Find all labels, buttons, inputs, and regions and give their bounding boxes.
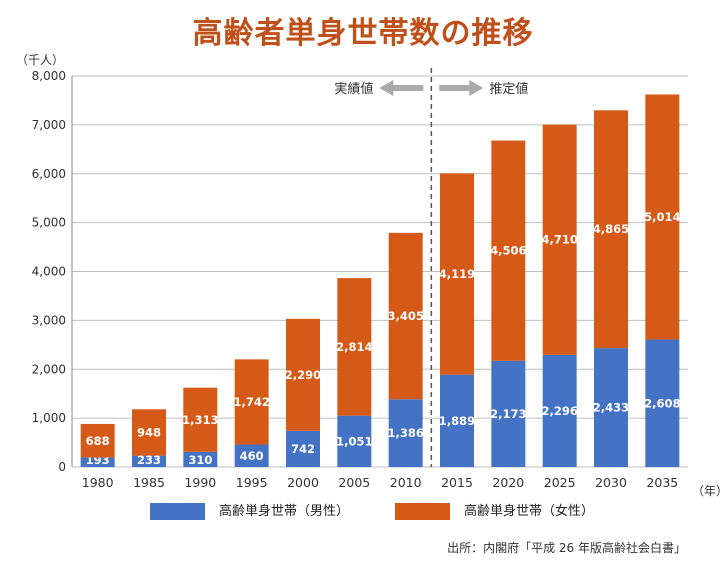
x-tick-label: 1990 (184, 475, 216, 490)
y-tick-label: 0 (58, 460, 66, 474)
data-label-female: 1,742 (233, 395, 269, 409)
data-label-female: 2,290 (285, 368, 321, 382)
y-tick-label: 6,000 (32, 167, 66, 181)
x-tick-label: 2035 (646, 475, 678, 490)
bar-male (183, 451, 218, 467)
y-tick-label: 5,000 (32, 216, 66, 230)
x-tick-label: 1985 (133, 475, 165, 490)
data-label-female: 688 (86, 434, 110, 448)
data-label-male: 310 (188, 453, 212, 467)
x-tick-label: 2020 (492, 475, 524, 490)
bar-male (440, 374, 474, 467)
data-label-female: 2,814 (336, 340, 372, 354)
data-label-female: 5,014 (644, 210, 680, 224)
source-note: 出所：内閣府「平成 26 年版高齢社会白書」 (447, 541, 686, 555)
bar-male (388, 399, 423, 467)
data-label-male: 2,433 (593, 401, 629, 415)
bar-female (337, 278, 372, 416)
arrow-right (439, 80, 484, 96)
y-tick-label: 4,000 (32, 265, 66, 279)
y-tick-label: 3,000 (32, 313, 66, 327)
bar-male (645, 339, 680, 467)
bar-male (542, 354, 577, 467)
bar-female (645, 94, 680, 340)
data-label-female: 1,313 (182, 413, 218, 427)
bar-male (80, 457, 115, 467)
bar-female (80, 423, 115, 458)
data-label-female: 4,865 (593, 222, 629, 236)
x-tick-label: 2025 (544, 475, 576, 490)
x-tick-label: 2015 (441, 475, 473, 490)
data-label-male: 742 (291, 442, 315, 456)
x-tick-label: 1995 (236, 475, 268, 490)
data-label-female: 4,506 (490, 244, 526, 258)
x-tick-label: 2030 (595, 475, 627, 490)
data-label-female: 4,710 (541, 233, 577, 247)
bar-female (491, 140, 526, 361)
legend-label-female: 高齢単身世帯（女性） (464, 504, 595, 519)
data-label-male: 2,173 (490, 407, 526, 421)
data-label-female: 4,119 (439, 267, 475, 281)
bar-female (440, 173, 474, 375)
y-tick-label: 7,000 (32, 118, 66, 132)
bar-female (183, 387, 218, 452)
y-tick-label: 2,000 (32, 362, 66, 376)
bar-female (388, 232, 423, 400)
bar-male (491, 360, 526, 467)
bar-female (594, 110, 628, 349)
annotation-actual: 実績値 (334, 81, 373, 97)
legend-item-male: 高齢単身世帯（男性） (150, 500, 349, 520)
x-tick-label: 1980 (82, 475, 114, 490)
data-label-male: 2,608 (644, 396, 680, 410)
legend-item-female: 高齢単身世帯（女性） (395, 500, 594, 520)
data-label-male: 1,889 (439, 414, 475, 428)
y-unit-label: （千人） (16, 53, 64, 67)
data-label-male: 2,296 (541, 404, 577, 418)
legend-swatch-male (150, 503, 205, 520)
chart-title: 高齢者単身世帯数の推移 (192, 16, 534, 51)
legend-label-male: 高齢単身世帯（男性） (219, 504, 350, 519)
arrow-left (379, 80, 424, 96)
bar-female (234, 359, 269, 445)
data-label-male: 233 (137, 453, 161, 467)
bar-male (132, 455, 166, 467)
y-tick-label: 1,000 (32, 411, 66, 425)
data-label-female: 948 (137, 425, 161, 439)
bar-male (234, 444, 269, 467)
legend-swatch-female (395, 503, 450, 520)
data-label-male: 1,386 (387, 426, 423, 440)
bar-male (337, 415, 372, 467)
data-label-male: 460 (240, 449, 264, 463)
x-tick-label: 2000 (287, 475, 319, 490)
y-tick-label: 8,000 (32, 69, 66, 83)
annotation-estimate: 推定値 (489, 81, 528, 97)
bar-female (542, 124, 577, 355)
data-label-female: 3,405 (387, 309, 423, 323)
bar-male (286, 430, 320, 467)
bar-male (594, 348, 628, 467)
x-tick-label: 2010 (390, 475, 422, 490)
data-label-male: 1,051 (336, 434, 372, 448)
x-unit-label: （年） (692, 484, 726, 498)
bar-female (132, 409, 166, 456)
bar-female (286, 318, 320, 431)
x-tick-label: 2005 (338, 475, 370, 490)
